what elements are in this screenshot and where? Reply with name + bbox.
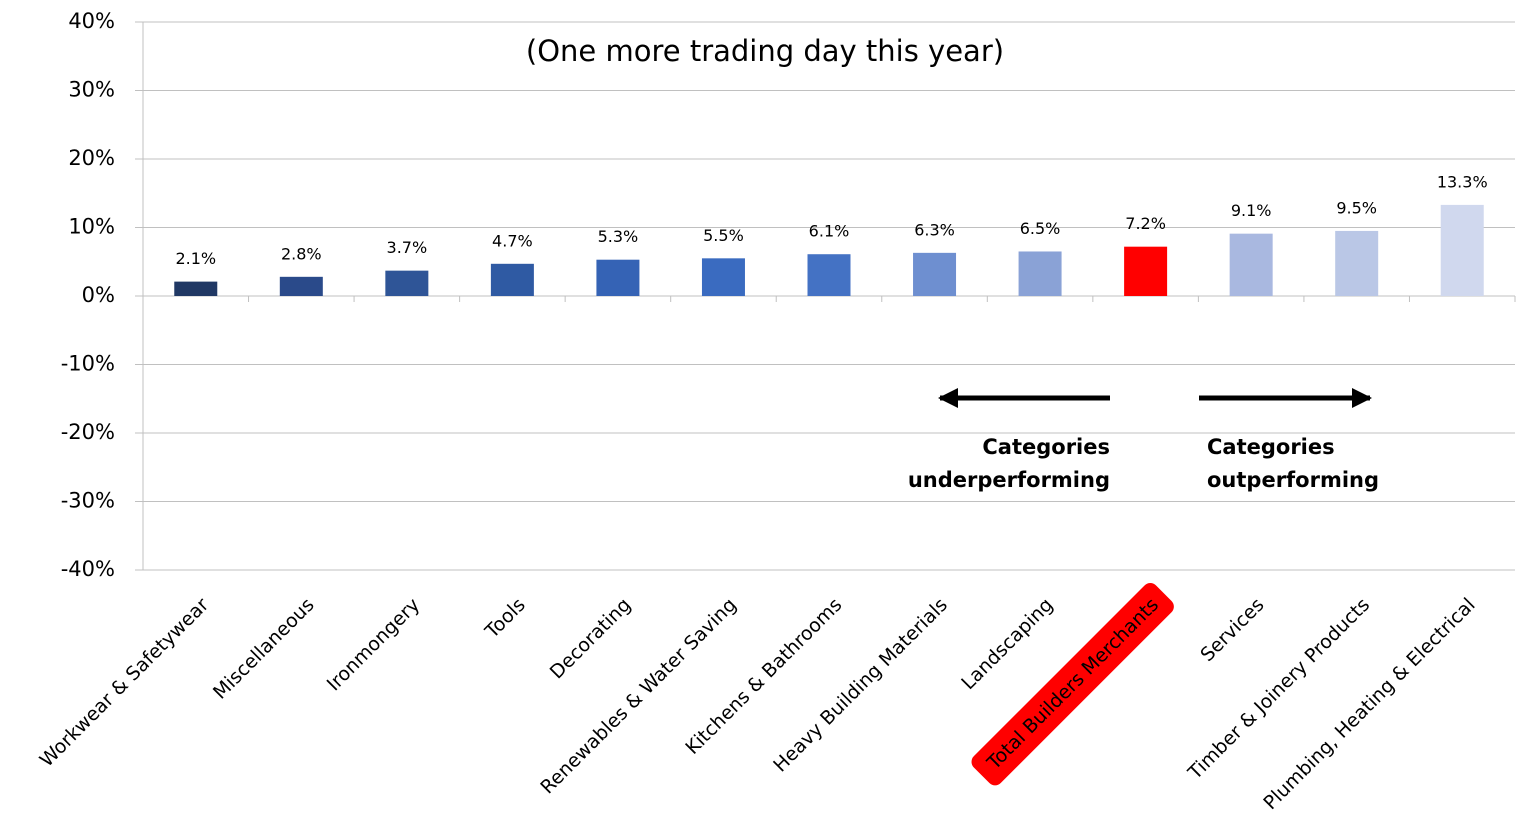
x-tick-label: Plumbing, Heating & Electrical bbox=[1259, 594, 1479, 814]
x-label-group: Plumbing, Heating & Electrical bbox=[1259, 594, 1479, 814]
bar bbox=[1335, 230, 1379, 296]
data-label: 2.8% bbox=[281, 244, 322, 263]
data-label: 5.3% bbox=[598, 227, 639, 246]
data-label: 9.1% bbox=[1231, 201, 1272, 220]
y-tick-label: 20% bbox=[68, 146, 115, 170]
x-tick-label: Workwear & Safetywear bbox=[36, 594, 214, 772]
bar bbox=[490, 263, 534, 296]
x-tick-label: Landscaping bbox=[957, 594, 1057, 694]
x-label-group: Landscaping bbox=[957, 594, 1057, 694]
x-label-group: Ironmongery bbox=[323, 594, 425, 696]
y-tick-label: -30% bbox=[61, 489, 115, 513]
bar bbox=[1018, 251, 1062, 296]
y-tick-label: -10% bbox=[61, 352, 115, 376]
bar bbox=[807, 254, 851, 296]
data-label: 6.1% bbox=[809, 222, 850, 241]
data-label: 4.7% bbox=[492, 231, 533, 250]
bar bbox=[1124, 246, 1168, 296]
data-label: 13.3% bbox=[1437, 172, 1488, 191]
y-tick-label: 10% bbox=[68, 215, 115, 239]
data-label: 9.5% bbox=[1336, 198, 1377, 217]
x-label-group: Tools bbox=[480, 594, 529, 643]
y-tick-label: 40% bbox=[68, 9, 115, 33]
bar bbox=[1229, 233, 1273, 296]
y-tick-label: 0% bbox=[82, 283, 115, 307]
data-label: 2.1% bbox=[175, 249, 216, 268]
x-label-group: Workwear & Safetywear bbox=[36, 594, 214, 772]
x-tick-label: Total Builders Merchants bbox=[982, 594, 1163, 775]
x-tick-label: Miscellaneous bbox=[209, 594, 319, 704]
data-label: 7.2% bbox=[1125, 214, 1166, 233]
x-label-group: Decorating bbox=[546, 594, 636, 684]
y-tick-label: 30% bbox=[68, 78, 115, 102]
annotation: Categories bbox=[1207, 435, 1335, 459]
data-label: 3.7% bbox=[387, 238, 428, 257]
x-label-group: Total Builders Merchants bbox=[971, 583, 1174, 786]
x-tick-label: Renewables & Water Saving bbox=[536, 594, 741, 799]
x-label-group: Heavy Building Materials bbox=[769, 594, 952, 777]
x-label-group: Renewables & Water Saving bbox=[536, 594, 741, 799]
annotation: underperforming bbox=[908, 468, 1110, 492]
x-label-group: Miscellaneous bbox=[209, 594, 319, 704]
annotation: Categories bbox=[982, 435, 1110, 459]
y-tick-label: -20% bbox=[61, 420, 115, 444]
x-tick-label: Services bbox=[1196, 594, 1268, 666]
y-tick-label: -40% bbox=[61, 557, 115, 581]
bar bbox=[279, 276, 323, 296]
x-tick-label: Heavy Building Materials bbox=[769, 594, 952, 777]
bar bbox=[701, 258, 745, 296]
bar bbox=[1440, 204, 1484, 296]
x-tick-label: Ironmongery bbox=[323, 594, 425, 696]
bar bbox=[174, 281, 218, 296]
bar bbox=[596, 259, 640, 296]
x-label-group: Services bbox=[1196, 594, 1268, 666]
x-label-group: Timber & Joinery Products bbox=[1183, 594, 1374, 785]
data-label: 6.3% bbox=[914, 220, 955, 239]
data-label: 6.5% bbox=[1020, 219, 1061, 238]
bar bbox=[385, 270, 429, 296]
x-tick-label: Timber & Joinery Products bbox=[1183, 594, 1374, 785]
bar bbox=[913, 252, 957, 296]
annotation: outperforming bbox=[1207, 468, 1379, 492]
x-tick-label: Decorating bbox=[546, 594, 636, 684]
x-tick-label: Tools bbox=[480, 594, 529, 643]
highlight-box bbox=[971, 583, 1174, 786]
chart-title: (One more trading day this year) bbox=[526, 34, 1004, 68]
data-label: 5.5% bbox=[703, 226, 744, 245]
